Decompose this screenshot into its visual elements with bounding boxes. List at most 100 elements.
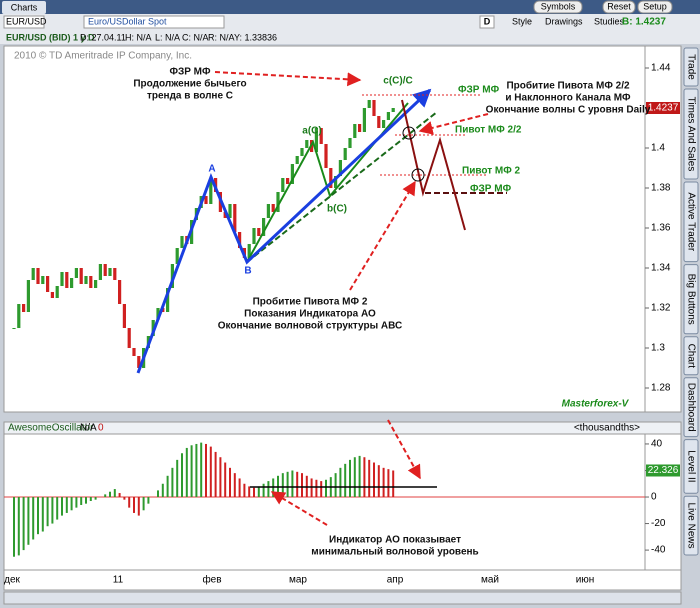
ao-title: AwesomeOscillator [8, 423, 94, 434]
candle [46, 276, 50, 292]
side-tab[interactable] [683, 47, 699, 87]
symbol: EUR/USD [6, 16, 47, 26]
ao-bar [296, 471, 299, 498]
tab[interactable] [2, 1, 46, 14]
candle [22, 304, 26, 312]
side-tab-label: Times And Sales [685, 97, 696, 172]
candle [348, 138, 352, 148]
ao-bar [205, 443, 207, 498]
symbol-input[interactable] [3, 15, 45, 29]
candle [305, 140, 309, 148]
ao-bar [253, 487, 255, 498]
scrollbar[interactable] [3, 591, 682, 605]
ao-bar [243, 483, 246, 498]
candle [382, 120, 386, 128]
ao-bar [13, 497, 15, 557]
info-field: D: 27.04.11 [80, 32, 126, 42]
tab-label: Charts [11, 2, 38, 12]
ao-bar [181, 453, 183, 498]
ao-bar [113, 489, 116, 498]
ao-bar [209, 446, 212, 498]
ao-bar [233, 473, 236, 498]
candle [204, 196, 208, 204]
note: Окончание волны С уровня Daily [486, 105, 651, 116]
side-tab[interactable] [683, 377, 699, 438]
side-tab[interactable] [683, 264, 699, 335]
ao-bar [75, 497, 78, 508]
candle [50, 292, 54, 298]
wave-label: c(C)/C [383, 76, 412, 87]
note: Пробитие Пивота МФ 2 [253, 296, 368, 308]
info-field: H: N/A [125, 32, 152, 42]
ao-bar [104, 494, 107, 498]
info-field: C: N/A [182, 32, 209, 42]
side-tab-label: Level II [685, 450, 696, 482]
side-tab[interactable] [683, 181, 699, 263]
level-label: Пивот МФ 2/2 [455, 125, 522, 136]
wave-label: b(C) [327, 204, 347, 215]
ao-bar [214, 451, 217, 498]
candle [98, 264, 102, 280]
ao-bar [137, 497, 140, 516]
ao-bar [157, 490, 159, 498]
period-box[interactable] [479, 15, 495, 29]
candle [94, 280, 98, 288]
x-tick-label: мар [289, 575, 307, 586]
ao-bar [56, 497, 59, 520]
ao-bar [262, 483, 265, 498]
ao-bar [349, 459, 351, 498]
ao-bar [147, 497, 150, 504]
candle [334, 176, 338, 188]
candle [338, 160, 342, 176]
side-tab-label: Dashboard [685, 383, 696, 432]
ao-bar [339, 467, 342, 498]
ao-bar [286, 471, 289, 498]
candle [391, 108, 395, 112]
side-tab[interactable] [683, 495, 699, 556]
ao-bar [334, 473, 337, 498]
tool[interactable]: Style [512, 16, 532, 26]
button[interactable] [637, 0, 673, 14]
tool[interactable]: Drawings [545, 16, 583, 26]
candle [377, 116, 381, 128]
candle [295, 156, 299, 164]
candle [367, 100, 371, 108]
tool[interactable]: Studies [594, 16, 625, 26]
info-field: R: N/A [208, 32, 235, 42]
ao-bar [238, 478, 241, 498]
info-field: L: N/A [155, 32, 180, 42]
side-tab-label: Chart [685, 344, 696, 369]
ao-bar [46, 497, 49, 527]
ao-bar [195, 443, 198, 498]
current-ao: 22.326 [648, 465, 679, 476]
side-tab[interactable] [683, 439, 699, 494]
side-tab-label: Big Buttons [685, 274, 696, 325]
button[interactable] [533, 0, 583, 14]
ao-bar [70, 497, 73, 511]
candle [26, 280, 30, 312]
y-tick-label: 1.3 [651, 343, 665, 354]
ao-bar [344, 463, 347, 498]
ao-status: N/A [80, 423, 97, 434]
ao-bar [123, 497, 126, 500]
side-tab[interactable] [683, 88, 699, 180]
ao-bar [200, 442, 203, 498]
ao-bar [94, 497, 97, 500]
level-label: Пивот МФ 2 [462, 166, 521, 177]
side-tab[interactable] [683, 336, 699, 376]
ao-bar [301, 473, 303, 498]
candle [286, 178, 290, 184]
ao-bar [291, 470, 294, 498]
candle [103, 264, 107, 276]
ao-bar [166, 475, 169, 498]
candle [209, 178, 213, 204]
ao-bar [109, 491, 111, 498]
y-tick-label: 1.36 [651, 223, 671, 234]
y-tick-label: 1.44 [651, 63, 671, 74]
note: и Наклонного Канала МФ [505, 93, 631, 104]
button[interactable] [602, 0, 636, 14]
side-tab-label: Live News [685, 503, 696, 549]
ao-bar [387, 469, 390, 498]
bid: B: 1.4237 [622, 17, 666, 28]
candle [329, 168, 333, 188]
